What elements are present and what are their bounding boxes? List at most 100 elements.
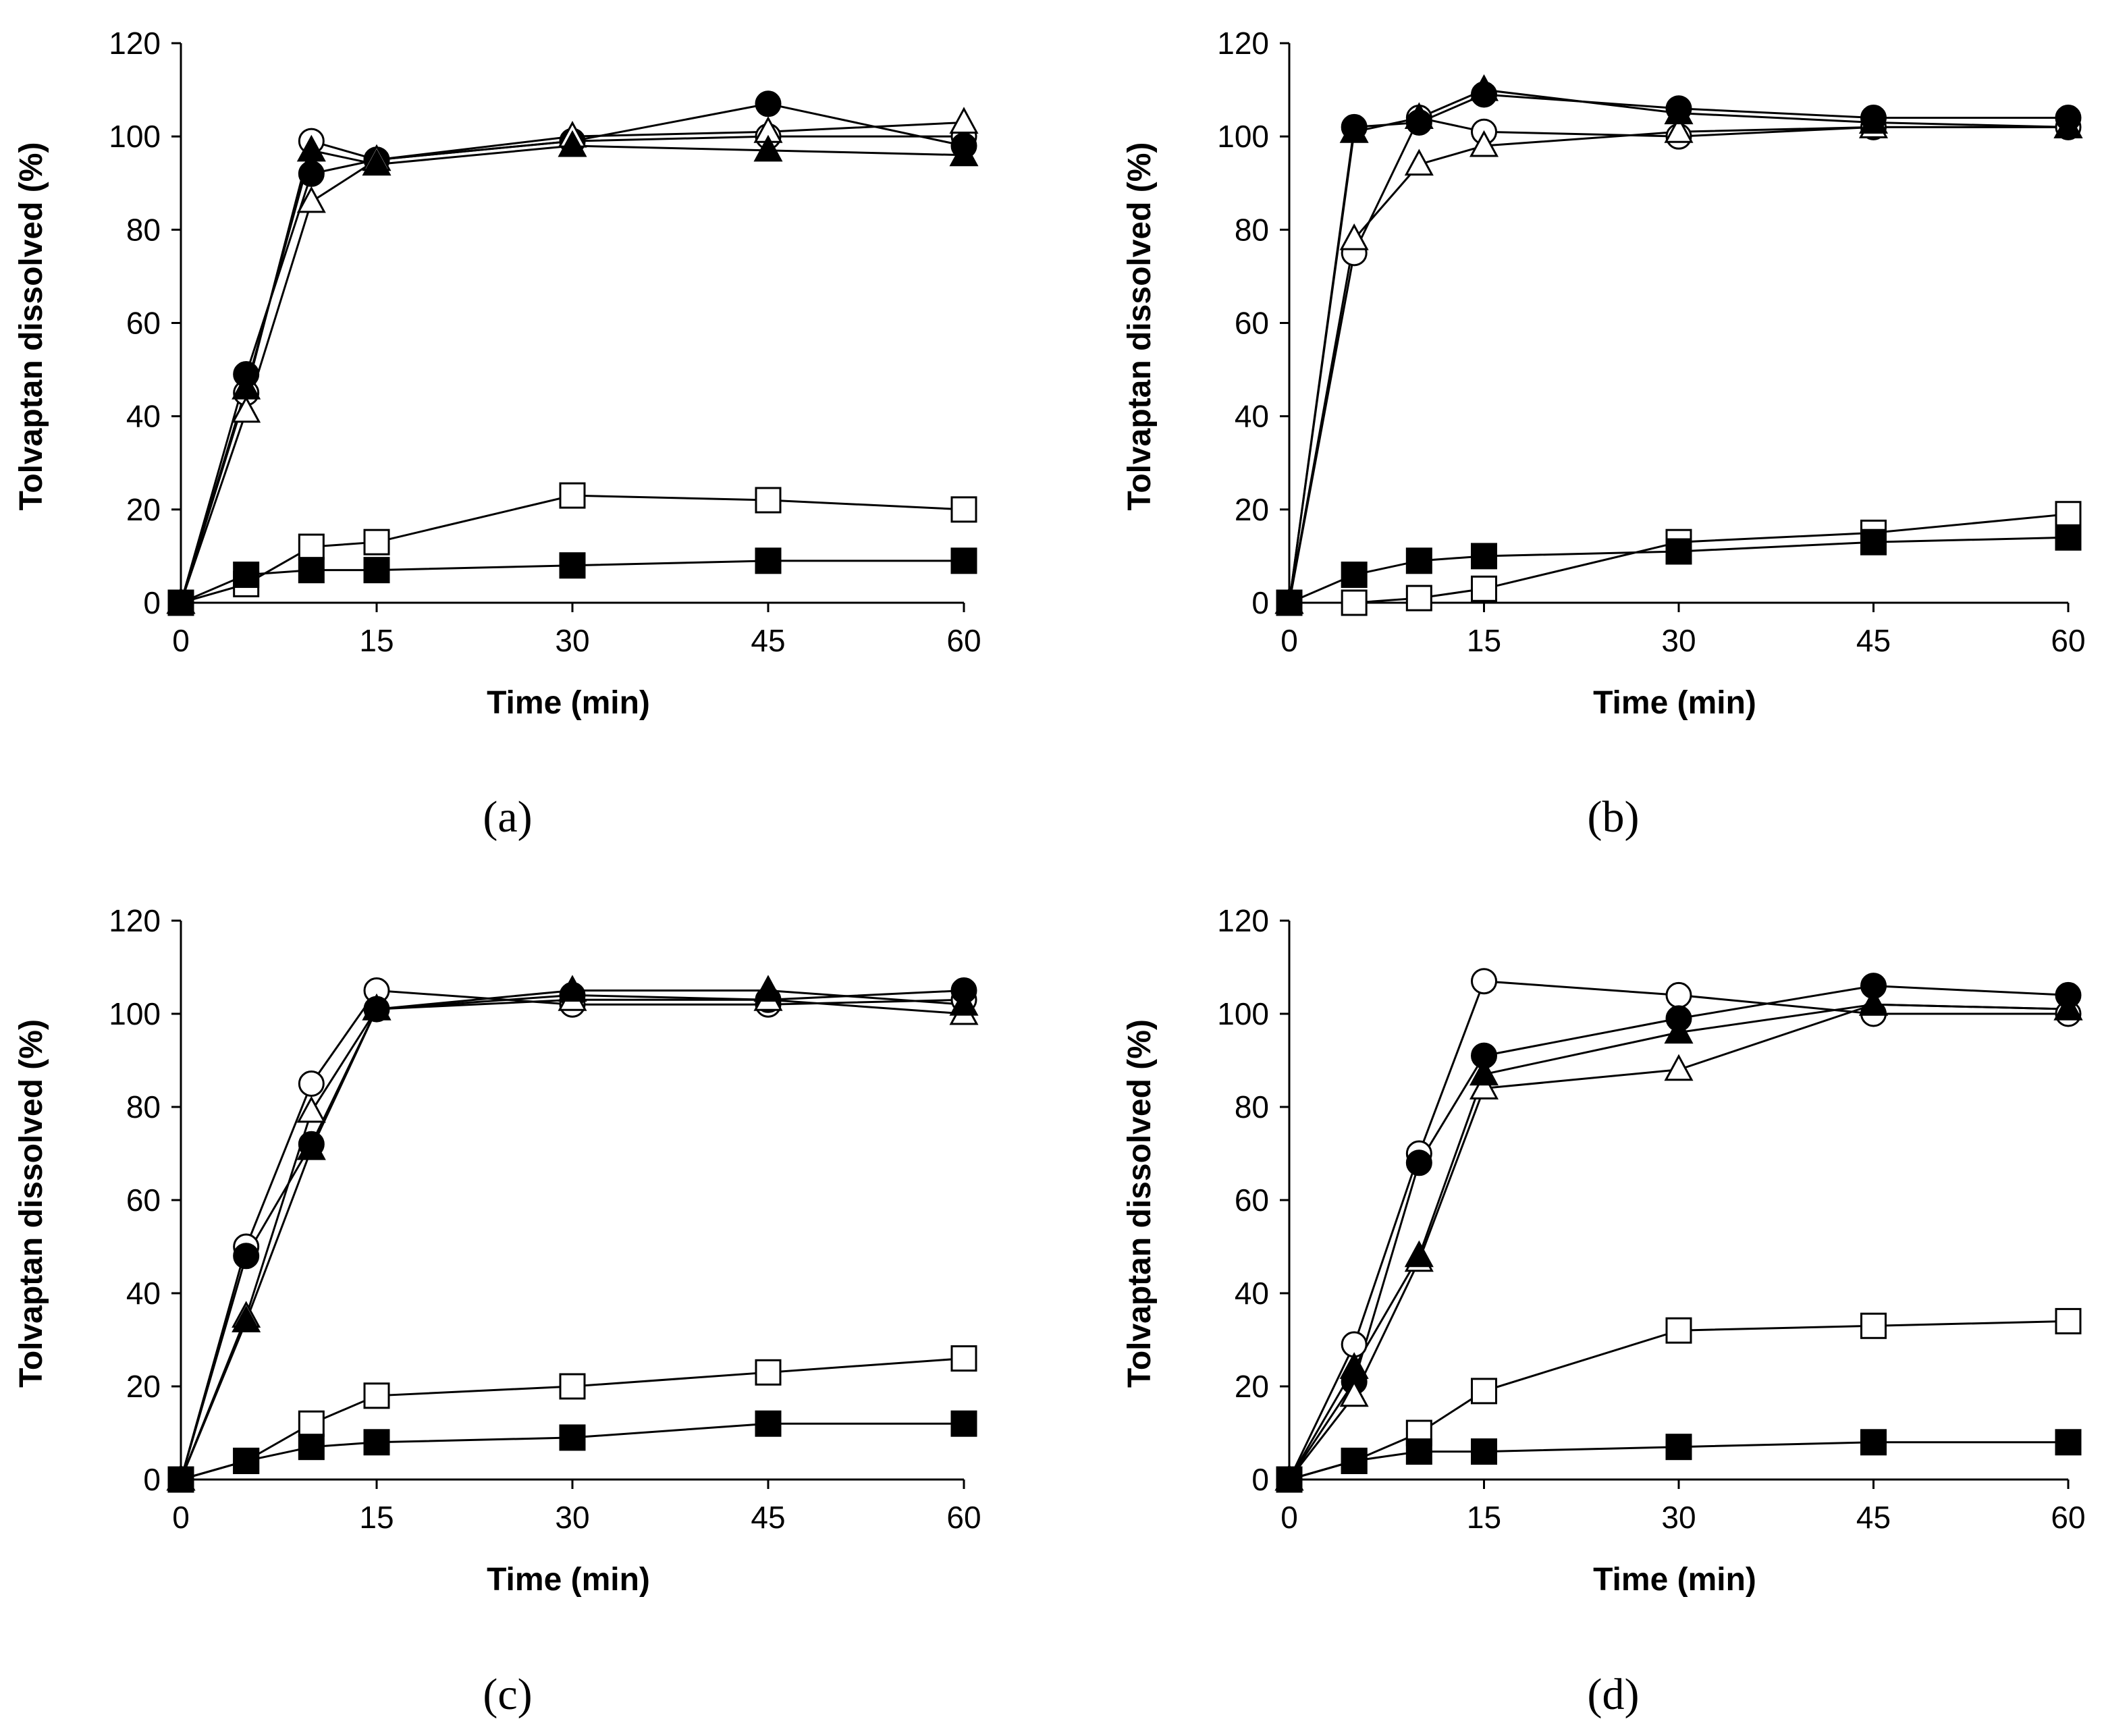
y-tick-label: 60 [1235, 306, 1269, 341]
panel-a: 0 20 40 60 80 100 120 0 15 30 45 60 Time (min) Tolvap… [14, 26, 981, 842]
data-point-triangle-filled [1858, 989, 1889, 1016]
y-tick-label: 40 [126, 1276, 161, 1311]
data-point-square-open [559, 1373, 586, 1400]
y-tick-label: 60 [126, 306, 161, 341]
data-point-square-filled [755, 547, 782, 574]
data-point-square-filled [1276, 589, 1303, 616]
x-tick-label: 45 [1856, 623, 1891, 658]
x-tick-label: 60 [946, 1500, 981, 1535]
y-tick-label: 120 [1217, 26, 1269, 61]
y-axis-title: Tolvaptan dissolved (%) [14, 142, 49, 511]
data-point-triangle-open [1664, 116, 1694, 143]
data-point-triangle-open [1339, 223, 1369, 250]
x-axis-title: Time (min) [1593, 1562, 1756, 1598]
y-tick-label: 100 [109, 119, 161, 154]
data-point-triangle-filled [1339, 116, 1369, 143]
data-point-square-filled [233, 1447, 260, 1474]
x-tick-label: 30 [555, 623, 589, 658]
data-point-triangle-open [296, 186, 326, 213]
data-point-triangle-filled [1469, 74, 1499, 101]
y-tick-label: 80 [1235, 1089, 1269, 1124]
data-point-triangle-filled [232, 373, 261, 400]
y-axis-title: Tolvaptan dissolved (%) [14, 1019, 49, 1388]
data-point-square-filled [1341, 1447, 1368, 1474]
data-point-triangle-filled [2053, 993, 2083, 1021]
data-point-square-open [2055, 1307, 2082, 1334]
data-point-triangle-open [1339, 1380, 1369, 1407]
series-line-triangle-filled [180, 989, 965, 1480]
panel-c: 0 20 40 60 80 100 120 0 15 30 45 60 Time (min) Tolvap… [14, 903, 981, 1719]
data-point-square-filled [363, 557, 390, 584]
y-tick-label: 80 [1235, 212, 1269, 247]
y-tick-label: 20 [1235, 1369, 1269, 1404]
data-point-triangle-filled [753, 134, 783, 162]
data-point-triangle-filled [2053, 111, 2083, 138]
y-tick-label: 0 [1251, 1462, 1269, 1497]
y-axis-title: Tolvaptan dissolved (%) [1122, 1019, 1158, 1388]
data-point-square-filled [298, 1434, 325, 1461]
data-point-triangle-filled [296, 1133, 326, 1160]
data-point-circle-open [1665, 981, 1692, 1008]
data-point-circle-filled [755, 90, 782, 117]
data-point-square-open [298, 533, 325, 560]
series-line-circle-filled [180, 103, 965, 603]
x-tick-label: 15 [1467, 623, 1501, 658]
panel-d: 0 20 40 60 80 100 120 0 15 30 45 60 Time (min) Tolvap… [1122, 903, 2086, 1719]
panel-label: (a) [483, 792, 532, 842]
y-tick-label: 0 [1251, 585, 1269, 620]
x-tick-label: 30 [1661, 623, 1696, 658]
data-point-triangle-filled [949, 989, 979, 1016]
panel-label: (c) [483, 1670, 532, 1719]
data-point-square-filled [363, 1429, 390, 1456]
series-line-circle-open [180, 989, 965, 1480]
data-point-square-filled [2055, 1429, 2082, 1456]
data-point-square-filled [950, 547, 977, 574]
data-point-square-filled [167, 1466, 194, 1493]
y-tick-label: 100 [1217, 119, 1269, 154]
data-point-square-filled [1665, 1434, 1692, 1461]
data-point-square-open [298, 1410, 325, 1437]
data-point-triangle-filled [949, 139, 979, 167]
x-tick-label: 60 [946, 623, 981, 658]
data-point-triangle-open [296, 1095, 326, 1123]
data-point-square-open [950, 496, 977, 523]
x-tick-label: 30 [555, 1500, 589, 1535]
x-tick-label: 0 [172, 623, 190, 658]
data-point-square-open [1471, 1378, 1497, 1405]
data-point-square-open [1471, 575, 1497, 602]
data-point-square-open [1341, 589, 1368, 616]
x-axis-title: Time (min) [487, 685, 650, 721]
data-point-triangle-filled [362, 993, 392, 1021]
data-point-triangle-open [1404, 148, 1434, 176]
data-point-triangle-open [232, 396, 261, 423]
y-tick-label: 120 [109, 26, 161, 61]
data-point-square-filled [298, 557, 325, 584]
y-tick-label: 100 [1217, 996, 1269, 1031]
data-point-square-filled [1405, 1438, 1432, 1465]
data-point-square-filled [1405, 547, 1432, 574]
panel-label: (d) [1588, 1670, 1640, 1719]
data-point-circle-filled [298, 160, 325, 187]
x-axis-title: Time (min) [487, 1562, 650, 1598]
data-point-square-filled [755, 1410, 782, 1437]
data-point-square-open [363, 528, 390, 555]
data-point-square-open [1665, 1317, 1692, 1344]
data-point-triangle-open [1469, 1073, 1499, 1100]
data-point-square-open [559, 482, 586, 509]
data-point-square-filled [1471, 543, 1497, 570]
data-point-square-open [1405, 585, 1432, 612]
data-point-triangle-open [1469, 130, 1499, 157]
y-tick-label: 40 [1235, 399, 1269, 434]
x-tick-label: 15 [359, 623, 394, 658]
data-point-square-filled [559, 1424, 586, 1451]
data-point-triangle-filled [1404, 1240, 1434, 1268]
y-tick-label: 0 [143, 585, 161, 620]
x-axis-title: Time (min) [1593, 685, 1756, 721]
data-point-triangle-open [949, 107, 979, 134]
data-point-triangle-filled [1469, 1058, 1499, 1086]
data-point-square-filled [1341, 562, 1368, 589]
x-tick-label: 45 [751, 623, 785, 658]
data-point-triangle-filled [232, 1305, 261, 1332]
data-point-square-filled [2055, 524, 2082, 551]
series-line-circle-filled [180, 989, 965, 1480]
